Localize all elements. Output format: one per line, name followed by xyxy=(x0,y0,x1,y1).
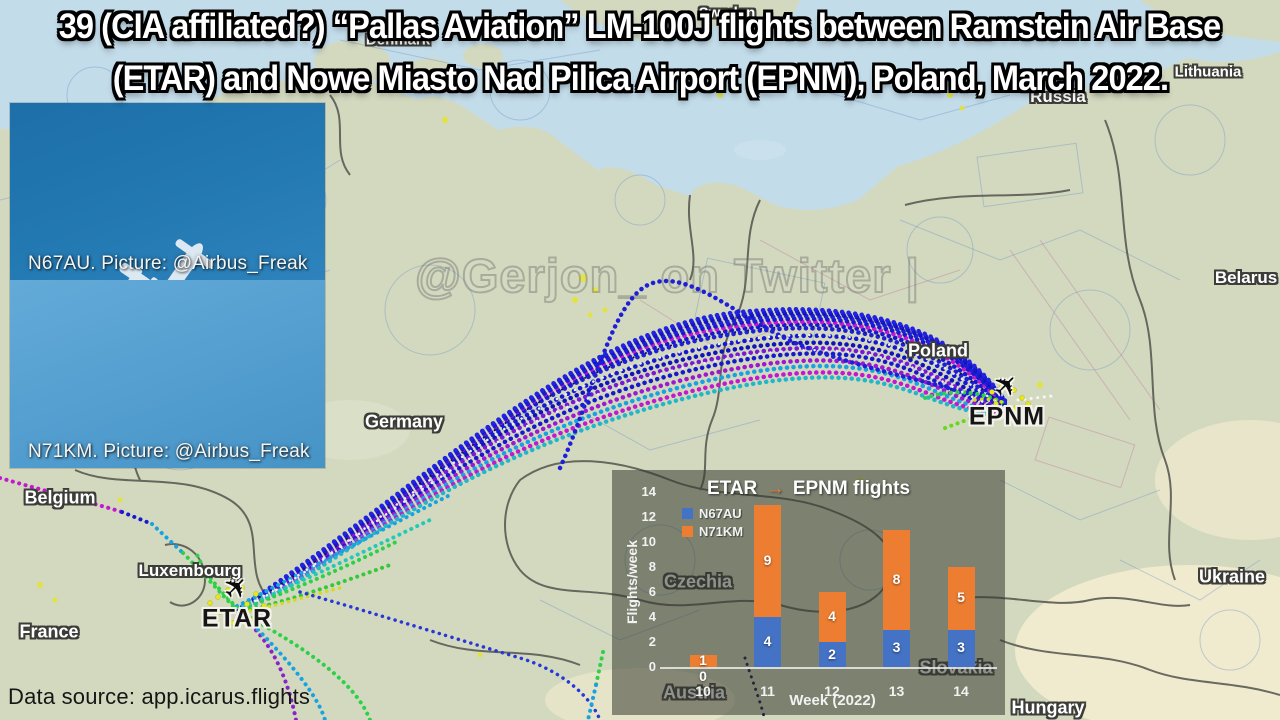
chart-title-right: EPNM flights xyxy=(787,478,911,499)
aircraft-photo-n71km: N71KM. Picture: @Airbus_Freak xyxy=(10,280,325,468)
country-label-sweden: Sweden xyxy=(698,4,756,22)
bar-value-label: 5 xyxy=(957,589,965,606)
y-tick-label: 8 xyxy=(648,559,656,574)
y-tick-label: 6 xyxy=(648,584,656,599)
bar-value-label: 2 xyxy=(828,645,836,662)
bar-value-label: 3 xyxy=(892,639,901,656)
right-arrow-icon: → xyxy=(765,478,785,499)
country-label-denmark: Denmark xyxy=(365,31,431,49)
bar-value-label: 9 xyxy=(763,551,772,568)
page-title: 39 (CIA affiliated?) “Pallas Aviation” L… xyxy=(0,4,1280,108)
bar-value-label: 4 xyxy=(828,608,836,624)
bar-segment-n71km-week-11 xyxy=(754,504,781,617)
country-label-luxembourg: Luxembourg xyxy=(138,561,242,580)
x-tick-label-week-11: 11 xyxy=(760,683,775,699)
flights-chart: ETAR → EPNM flights Flights/week Week (2… xyxy=(612,470,1005,715)
country-label-germany: Germany xyxy=(364,411,444,432)
y-tick-label: 10 xyxy=(641,534,656,549)
bar-segment-n71km-week-13 xyxy=(883,529,910,630)
legend-label: N67AU xyxy=(699,506,742,521)
bar-value-label: 1 xyxy=(699,651,707,668)
bar-segment-n67au-week-11 xyxy=(754,617,781,667)
title-line-2: (ETAR) and Nowe Miasto Nad Pilica Airpor… xyxy=(112,59,1168,98)
country-label-lithuania: Lithuania xyxy=(1174,63,1242,81)
bar-value-label-zero: 0 xyxy=(699,668,707,684)
y-tick-label: 0 xyxy=(648,659,656,674)
chart-title-left: ETAR xyxy=(706,478,763,499)
aircraft-photo-panel: N67AU. Picture: @Airbus_Freak xyxy=(10,103,325,468)
airport-marker-etar: ✈ ETAR xyxy=(201,568,273,634)
country-label-ukraine: Ukraine xyxy=(1198,566,1266,587)
airport-code-label: ETAR xyxy=(201,604,273,633)
chart-legend: N67AU N71KM xyxy=(682,506,743,542)
bar-value-label: 8 xyxy=(892,570,901,587)
bar-segment-n67au-week-13 xyxy=(883,629,910,667)
legend-item-n71km: N71KM xyxy=(682,524,743,539)
data-source-note: Data source: app.icarus.flights xyxy=(8,684,311,709)
bar-segment-n67au-week-14 xyxy=(947,629,975,667)
legend-item-n67au: N67AU xyxy=(682,506,743,521)
y-tick-label: 12 xyxy=(641,509,656,524)
y-tick-label: 4 xyxy=(648,609,656,624)
country-label-hungary: Hungary xyxy=(1011,697,1085,718)
bar-value-label: 4 xyxy=(763,633,772,649)
x-tick-label-week-12: 12 xyxy=(824,683,840,699)
x-tick-label-week-14: 14 xyxy=(953,683,969,699)
y-tick-label: 14 xyxy=(641,484,656,499)
bar-value-label: 3 xyxy=(957,639,965,656)
x-tick-label-week-13: 13 xyxy=(888,683,905,699)
bar-segment-n67au-week-12 xyxy=(818,642,846,667)
country-label-belarus: Belarus xyxy=(1214,268,1278,287)
legend-swatch xyxy=(682,526,693,537)
country-label-belgium: Belgium xyxy=(24,487,96,508)
legend-label: N71KM xyxy=(699,524,744,539)
x-tick-label-week-10: 10 xyxy=(695,683,711,699)
airport-code-label: EPNM xyxy=(968,402,1046,431)
country-label-poland: Poland xyxy=(907,340,969,361)
title-line-1: 39 (CIA affiliated?) “Pallas Aviation” L… xyxy=(59,7,1222,46)
chart-x-axis-line xyxy=(660,667,997,669)
watermark-text: @Gerjon_ on Twitter | xyxy=(414,248,920,303)
bar-segment-n71km-week-10 xyxy=(689,654,717,667)
bar-segment-n71km-week-12 xyxy=(818,592,846,642)
chart-title: ETAR → EPNM flights xyxy=(612,478,1005,500)
y-tick-label: 2 xyxy=(648,634,656,649)
airport-marker-epnm: ✈ EPNM xyxy=(968,366,1046,432)
country-label-france: France xyxy=(19,621,79,642)
chart-x-axis-label: Week (2022) xyxy=(789,692,876,709)
aircraft-silhouette-icon xyxy=(90,196,260,280)
legend-swatch xyxy=(682,508,693,519)
aircraft-photo-n67au: N67AU. Picture: @Airbus_Freak xyxy=(10,103,325,280)
photo-caption-n71km: N71KM. Picture: @Airbus_Freak xyxy=(28,441,310,462)
bar-segment-n71km-week-14 xyxy=(947,567,975,630)
photo-caption-n67au: N67AU. Picture: @Airbus_Freak xyxy=(28,253,308,274)
country-label-russia: Russia xyxy=(1030,87,1086,106)
